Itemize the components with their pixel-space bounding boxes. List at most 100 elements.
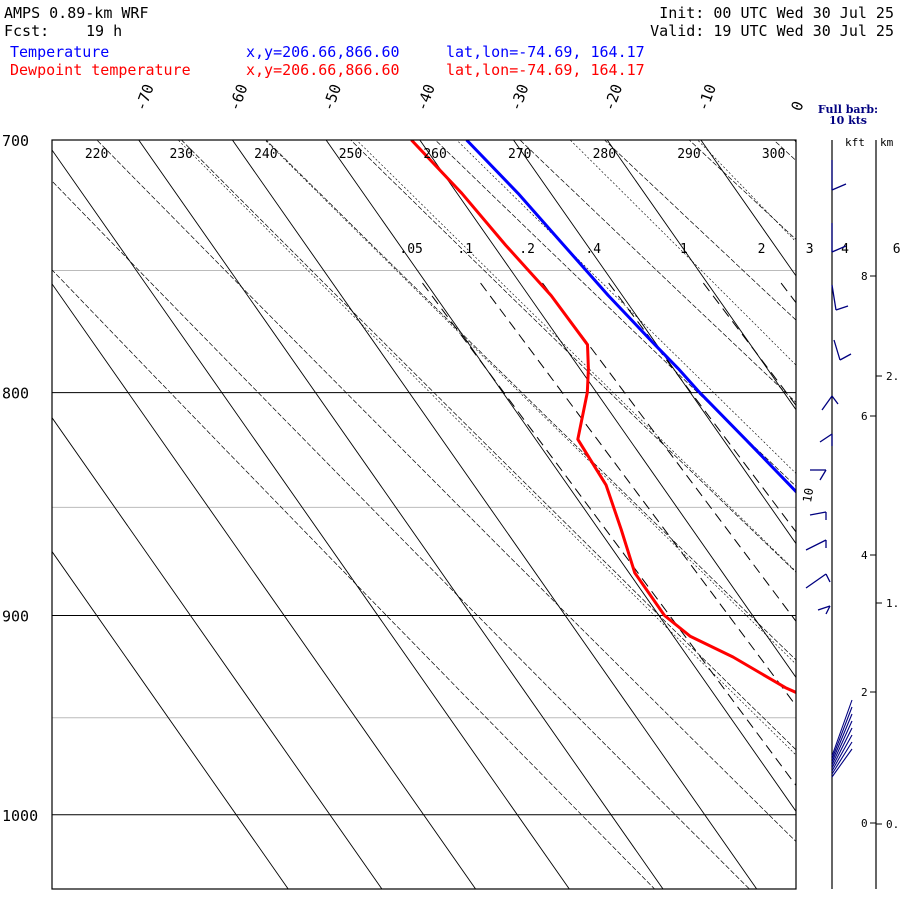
isotherm	[325, 140, 796, 813]
wind-barb-staff	[819, 433, 833, 443]
dry-adiabat-label: 220	[85, 147, 108, 162]
wind-barb-staff	[821, 395, 833, 411]
kft-tick-label: 6	[861, 410, 868, 423]
wind-barb-low	[831, 748, 853, 778]
barb-note-line2: 10 kts	[828, 114, 868, 127]
isotherm	[52, 416, 383, 889]
km-tick-label: 1.	[886, 597, 899, 610]
moist-adiabat	[177, 140, 796, 756]
dry-adiabat-label: 250	[339, 147, 362, 162]
barb-note-line1: Full barb:	[817, 103, 879, 116]
dry-adiabat-label: 240	[254, 147, 277, 162]
wind-barb-flag	[831, 395, 839, 405]
pressure-tick-label: 800	[2, 385, 29, 403]
temperature-tick-label: 0	[787, 99, 807, 114]
mixing-ratio-label: 4	[841, 242, 849, 257]
dewpoint-profile	[410, 140, 796, 695]
valid-time: Valid: 19 UTC Wed 30 Jul 25	[650, 22, 894, 40]
wind-barb-staff	[805, 539, 827, 551]
mixing-ratio-line	[422, 282, 796, 787]
model-title: AMPS 0.89-km WRF	[4, 4, 149, 22]
temperature-tick-label: -70	[132, 82, 158, 114]
mixing-ratio-label: 3	[806, 242, 814, 257]
dry-adiabat	[688, 140, 796, 240]
mixing-ratio-label: 6	[893, 242, 900, 257]
wind-barb-low	[831, 713, 853, 763]
isotherm	[52, 550, 289, 889]
isotherm	[513, 140, 796, 545]
kft-tick-label: 8	[861, 270, 868, 283]
moist-adiabat	[264, 140, 796, 665]
wind-barb-staff	[809, 511, 827, 516]
mixing-ratio-label: .1	[457, 242, 473, 257]
wind-barb-low	[831, 734, 853, 772]
pressure-tick-label: 1000	[2, 807, 38, 825]
temperature-tick-label: -20	[600, 82, 626, 114]
dry-adiabat	[604, 140, 796, 321]
mixing-ratio-line	[702, 282, 796, 407]
dry-adiabat	[756, 0, 900, 900]
dry-adiabat-label: 280	[593, 147, 616, 162]
forecast-hour-label: Fcst:	[4, 22, 50, 40]
wind-barb-flag	[819, 469, 827, 481]
wind-barb-flag	[835, 305, 849, 311]
wind-barb-flag	[825, 573, 831, 583]
dry-adiabat	[674, 0, 900, 900]
dry-adiabat	[265, 140, 796, 661]
legend-dewpoint-name: Dewpoint temperature	[10, 61, 191, 79]
init-time: Init: 00 UTC Wed 30 Jul 25	[659, 4, 894, 22]
mixing-ratio-label: .05	[399, 242, 422, 257]
temperature-tick-label: -40	[413, 82, 439, 114]
isotherm	[700, 140, 796, 277]
temperature-tick-label: -50	[319, 82, 345, 114]
wind-barb-flag	[831, 183, 847, 191]
wind-10-label: 10	[800, 487, 816, 504]
moist-adiabat	[356, 140, 796, 572]
legend-temperature-name: Temperature	[10, 43, 110, 61]
isotherm	[138, 140, 664, 889]
dry-adiabat	[96, 140, 796, 843]
wind-barb-low	[831, 699, 853, 757]
isotherm	[52, 149, 570, 889]
wind-barb-low	[831, 727, 853, 769]
dry-adiabat-label: 260	[423, 147, 446, 162]
legend-dewpoint-xy: x,y=206.66,866.60	[246, 61, 400, 79]
isotherm	[606, 140, 796, 411]
forecast-hour-value: 19 h	[86, 22, 123, 40]
dry-adiabat	[519, 140, 796, 403]
km-tick-label: 0.	[886, 818, 899, 831]
mixing-ratio-line	[480, 282, 796, 707]
dry-adiabat	[839, 0, 900, 900]
mixing-ratio-line	[542, 282, 796, 623]
height-and-wind-column: kft km 8 6 4 2 0 2. 1. 0. 10	[800, 136, 899, 889]
moist-adiabat	[569, 140, 796, 366]
wind-barb-staff	[805, 573, 827, 589]
dry-adiabat-label: 230	[169, 147, 192, 162]
km-tick-label: 2.	[886, 370, 899, 383]
plot-frame	[51, 139, 797, 890]
wind-barb-flag	[831, 245, 847, 253]
moist-adiabat	[456, 140, 796, 474]
isotherm	[52, 283, 476, 889]
dry-adiabat-label: 290	[677, 147, 700, 162]
pressure-tick-label: 900	[2, 607, 29, 625]
mixing-ratio-line	[780, 282, 796, 304]
wind-barb-staff	[817, 605, 831, 611]
dry-adiabat-label: 300	[762, 147, 785, 162]
legend-temperature-xy: x,y=206.66,866.60	[246, 43, 400, 61]
kft-tick-label: 4	[861, 549, 868, 562]
moist-adiabat	[697, 140, 796, 243]
moist-adiabat	[673, 0, 900, 900]
wind-barb-staff	[831, 284, 837, 311]
kft-tick-label: 0	[861, 817, 868, 830]
legend-dewpoint-latlon: lat,lon=-74.69, 164.17	[446, 61, 645, 79]
moist-adiabat	[804, 0, 900, 900]
dry-adiabat-label: 270	[508, 147, 531, 162]
isotherm	[232, 140, 758, 889]
dry-adiabat	[350, 140, 796, 573]
legend-temperature-latlon: lat,lon=-74.69, 164.17	[446, 43, 645, 61]
wind-barb-low	[831, 741, 853, 775]
